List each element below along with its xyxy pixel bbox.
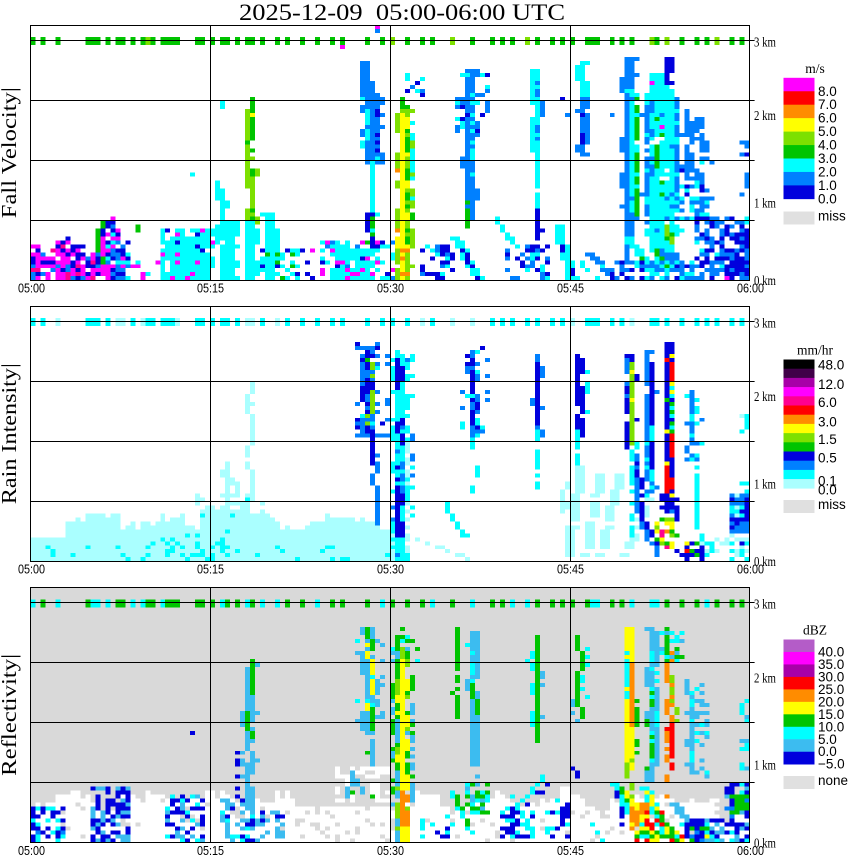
svg-text:12.0: 12.0 (818, 377, 844, 392)
svg-text:05:45: 05:45 (557, 563, 584, 577)
svg-text:05:00: 05:00 (18, 844, 45, 858)
svg-text:0 km: 0 km (754, 554, 776, 569)
svg-text:05:15: 05:15 (197, 844, 224, 858)
svg-text:6.0: 6.0 (818, 111, 837, 126)
svg-text:−5.0: −5.0 (818, 757, 845, 772)
svg-text:none: none (818, 773, 848, 788)
svg-text:3 km: 3 km (754, 35, 776, 50)
svg-text:05:45: 05:45 (557, 282, 584, 296)
svg-text:2 km: 2 km (754, 670, 776, 685)
svg-text:Rain Intensity|: Rain Intensity| (0, 363, 21, 504)
svg-text:25.0: 25.0 (818, 682, 844, 697)
svg-text:1 km: 1 km (754, 477, 776, 492)
svg-text:4.0: 4.0 (818, 138, 837, 153)
svg-text:2.0: 2.0 (818, 164, 837, 179)
svg-text:Reflectivity|: Reflectivity| (0, 654, 21, 776)
svg-text:40.0: 40.0 (818, 645, 844, 660)
svg-text:05:15: 05:15 (197, 563, 224, 577)
svg-text:15.0: 15.0 (818, 707, 844, 722)
svg-text:1.0: 1.0 (818, 178, 837, 193)
svg-text:5.0: 5.0 (818, 732, 837, 747)
svg-text:05:30: 05:30 (377, 282, 404, 296)
svg-text:7.0: 7.0 (818, 97, 837, 112)
svg-text:0.1: 0.1 (818, 473, 837, 488)
svg-text:10.0: 10.0 (818, 719, 844, 734)
svg-text:48.0: 48.0 (818, 358, 844, 373)
svg-text:Fall Velocity|: Fall Velocity| (0, 87, 21, 218)
svg-text:miss: miss (818, 497, 846, 512)
svg-text:05:00: 05:00 (18, 282, 45, 296)
svg-text:2025-12-09 05:00-06:00 UTC: 2025-12-09 05:00-06:00 UTC (239, 0, 565, 25)
svg-text:20.0: 20.0 (818, 694, 844, 709)
svg-text:05:00: 05:00 (18, 563, 45, 577)
svg-text:mm/hr: mm/hr (797, 343, 834, 358)
svg-text:05:15: 05:15 (197, 282, 224, 296)
svg-text:m/s: m/s (805, 61, 825, 76)
svg-text:06:00: 06:00 (737, 844, 764, 858)
svg-text:3.0: 3.0 (818, 415, 837, 430)
svg-text:2 km: 2 km (754, 389, 776, 404)
svg-text:3 km: 3 km (754, 597, 776, 612)
svg-text:0 km: 0 km (754, 835, 776, 850)
svg-text:05:30: 05:30 (377, 563, 404, 577)
svg-text:06:00: 06:00 (737, 563, 764, 577)
svg-text:30.0: 30.0 (818, 669, 844, 684)
svg-text:3 km: 3 km (754, 316, 776, 331)
svg-text:1 km: 1 km (754, 196, 776, 211)
svg-text:0 km: 0 km (754, 273, 776, 288)
svg-text:35.0: 35.0 (818, 657, 844, 672)
svg-text:0.5: 0.5 (818, 450, 837, 465)
svg-text:05:45: 05:45 (557, 844, 584, 858)
svg-text:3.0: 3.0 (818, 151, 837, 166)
svg-text:0.0: 0.0 (818, 744, 837, 759)
svg-text:6.0: 6.0 (818, 395, 837, 410)
svg-text:05:30: 05:30 (377, 844, 404, 858)
svg-text:06:00: 06:00 (737, 282, 764, 296)
svg-text:miss: miss (818, 209, 846, 224)
svg-text:5.0: 5.0 (818, 124, 837, 139)
svg-text:dBZ: dBZ (803, 623, 827, 638)
svg-text:0.0: 0.0 (818, 191, 837, 206)
svg-text:1.5: 1.5 (818, 432, 837, 447)
svg-text:0.0: 0.0 (818, 483, 837, 498)
svg-text:1 km: 1 km (754, 758, 776, 773)
svg-text:8.0: 8.0 (818, 84, 837, 99)
svg-text:2 km: 2 km (754, 108, 776, 123)
